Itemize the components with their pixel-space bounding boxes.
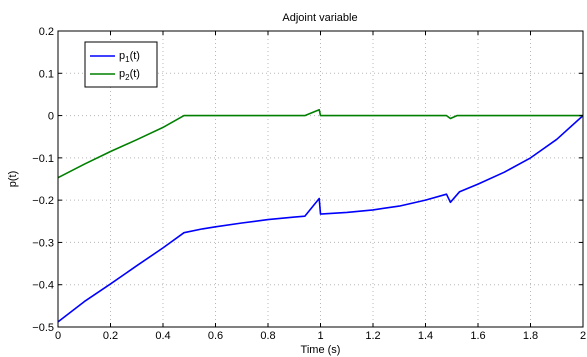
x-tick-label: 1.8 xyxy=(523,330,538,342)
y-tick-label: −0.1 xyxy=(32,153,54,165)
y-tick-label: 0.2 xyxy=(39,26,54,38)
x-tick-label: 1.2 xyxy=(365,330,380,342)
series-line-2 xyxy=(57,108,583,179)
legend-label: p1(t) xyxy=(119,50,140,64)
x-tick-label: 2 xyxy=(580,330,586,342)
x-tick-label: 0.6 xyxy=(208,330,223,342)
y-tick-label: −0.5 xyxy=(32,322,54,334)
tick-labels: 0 0.2 0.4 0.6 0.8 1 1.2 1.4 1.6 1.8 2 −0.5 −0.4 −0.3 −… xyxy=(32,26,586,342)
series-lines xyxy=(57,108,584,323)
x-tick-label: 0.8 xyxy=(260,330,275,342)
chart-title: Adjoint variable xyxy=(282,12,357,24)
x-tick-label: 1.6 xyxy=(470,330,485,342)
y-tick-label: −0.3 xyxy=(32,237,54,249)
y-tick-label: 0 xyxy=(48,111,54,123)
legend-label: p2(t) xyxy=(119,68,140,82)
legend-box xyxy=(84,41,158,88)
x-tick-label: 1 xyxy=(317,330,323,342)
y-tick-label: 0.1 xyxy=(39,68,54,80)
y-tick-label: −0.2 xyxy=(32,195,54,207)
x-tick-label: 0.4 xyxy=(155,330,170,342)
series-line-1 xyxy=(57,115,584,323)
x-tick-label: 0 xyxy=(55,330,61,342)
x-tick-label: 0.2 xyxy=(103,330,118,342)
axis-ticks xyxy=(57,30,584,328)
y-tick-label: −0.4 xyxy=(32,280,54,292)
grid-lines xyxy=(58,31,583,327)
x-tick-label: 1.4 xyxy=(418,330,433,342)
y-axis-label: p(t) xyxy=(7,171,19,188)
legend: p1(t) p2(t) xyxy=(84,41,158,88)
x-axis-label: Time (s) xyxy=(301,344,341,356)
